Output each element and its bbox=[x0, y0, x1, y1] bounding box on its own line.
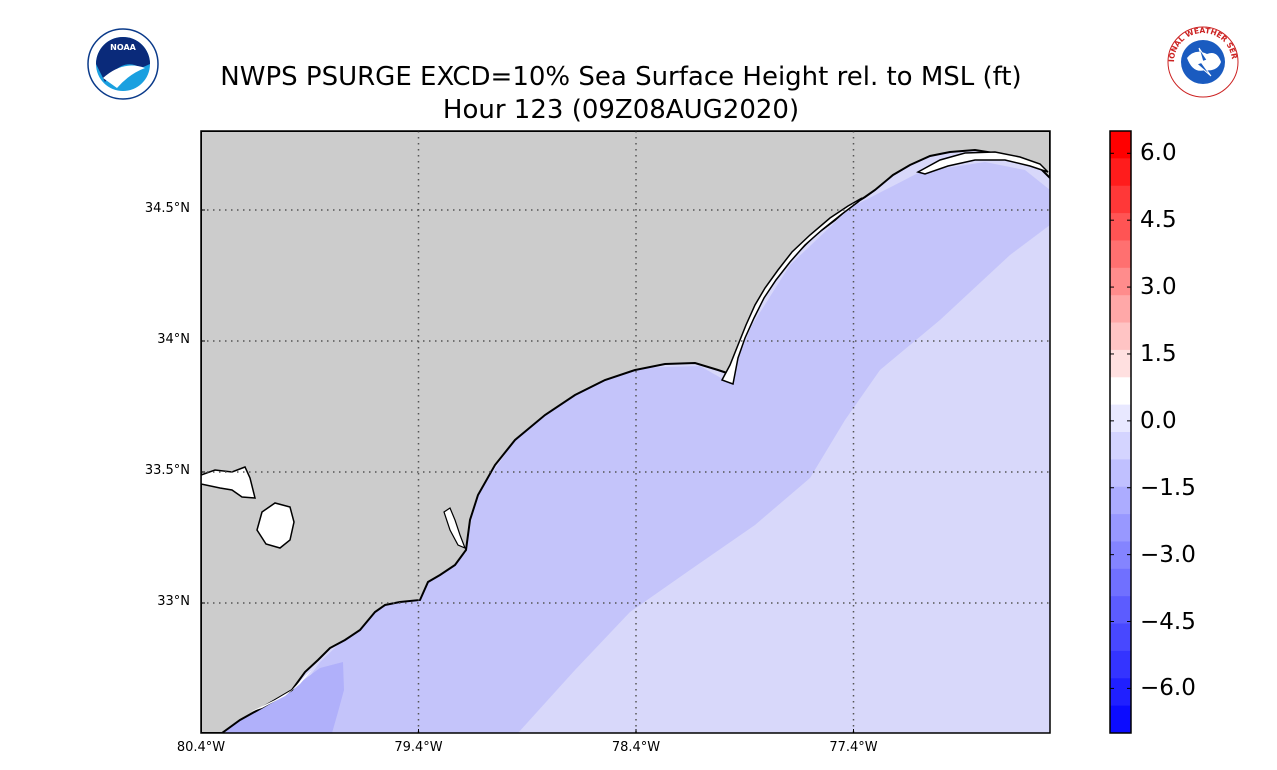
colorbar-segment bbox=[1110, 267, 1131, 296]
colorbar-segment bbox=[1110, 240, 1131, 269]
lat-label: 33°N bbox=[157, 594, 190, 609]
colorbar-tick-label: 1.5 bbox=[1140, 340, 1177, 367]
colorbar-tick-label: 3.0 bbox=[1140, 274, 1177, 301]
colorbar-tick-label: −6.0 bbox=[1140, 675, 1196, 702]
chart-title: NWPS PSURGE EXCD=10% Sea Surface Height … bbox=[220, 62, 1022, 92]
colorbar-segment bbox=[1110, 213, 1131, 241]
lat-label: 34°N bbox=[157, 332, 190, 347]
colorbar-segment bbox=[1110, 705, 1131, 734]
colorbar-segment bbox=[1110, 322, 1131, 351]
colorbar-tick-label: −1.5 bbox=[1140, 474, 1196, 501]
outer-banks-island bbox=[916, 151, 1049, 175]
lat-label: 33.5°N bbox=[144, 463, 190, 478]
colorbar-tick-label: 6.0 bbox=[1140, 140, 1177, 167]
lon-label: 79.4°W bbox=[394, 740, 443, 755]
map-frame bbox=[200, 130, 1051, 734]
lat-label: 34.5°N bbox=[144, 201, 190, 216]
gridlines bbox=[201, 131, 1050, 733]
colorbar-segment bbox=[1110, 349, 1131, 378]
colorbar-frame bbox=[1109, 130, 1132, 734]
colorbar-tick-label: 0.0 bbox=[1140, 407, 1177, 434]
colorbar-segment bbox=[1110, 650, 1131, 679]
colorbar-tick-label: −3.0 bbox=[1140, 541, 1196, 568]
chart-subtitle: Hour 123 (09Z08AUG2020) bbox=[442, 95, 800, 125]
colorbar-segment bbox=[1110, 459, 1131, 488]
colorbar-segment bbox=[1110, 377, 1131, 406]
colorbar-segment bbox=[1110, 568, 1131, 597]
lake-moultrie bbox=[256, 502, 295, 549]
colorbar-segment bbox=[1110, 541, 1131, 570]
colorbar-segment bbox=[1110, 486, 1131, 515]
colorbar-segment bbox=[1110, 158, 1131, 187]
land-mass bbox=[201, 131, 1050, 733]
colorbar-segment bbox=[1110, 514, 1131, 542]
colorbar-tick-label: −4.5 bbox=[1140, 608, 1196, 635]
colorbar-segment bbox=[1110, 623, 1131, 652]
winyah-bay bbox=[443, 507, 467, 550]
colorbar-segment bbox=[1110, 131, 1131, 159]
lon-label: 78.4°W bbox=[611, 740, 661, 755]
colorbar-segment bbox=[1110, 185, 1131, 214]
lon-label: 77.4°W bbox=[829, 740, 878, 755]
surge-band-middle bbox=[224, 162, 1050, 733]
colorbar-segment bbox=[1110, 678, 1131, 707]
colorbar bbox=[1110, 131, 1131, 734]
colorbar-tick-label: 4.5 bbox=[1140, 207, 1177, 234]
colorbar-segment bbox=[1110, 596, 1131, 625]
noaa-logo: NOAA bbox=[87, 28, 159, 100]
colorbar-segment bbox=[1110, 404, 1131, 433]
colorbar-segment bbox=[1110, 295, 1131, 324]
cape-fear-island bbox=[720, 197, 863, 386]
colorbar-ticks bbox=[1110, 152, 1131, 689]
svg-text:NOAA: NOAA bbox=[110, 43, 136, 52]
map-ticks bbox=[200, 209, 854, 733]
lon-label: 80.4°W bbox=[176, 740, 226, 755]
colorbar-segment bbox=[1110, 432, 1131, 460]
map-area bbox=[201, 131, 1050, 733]
